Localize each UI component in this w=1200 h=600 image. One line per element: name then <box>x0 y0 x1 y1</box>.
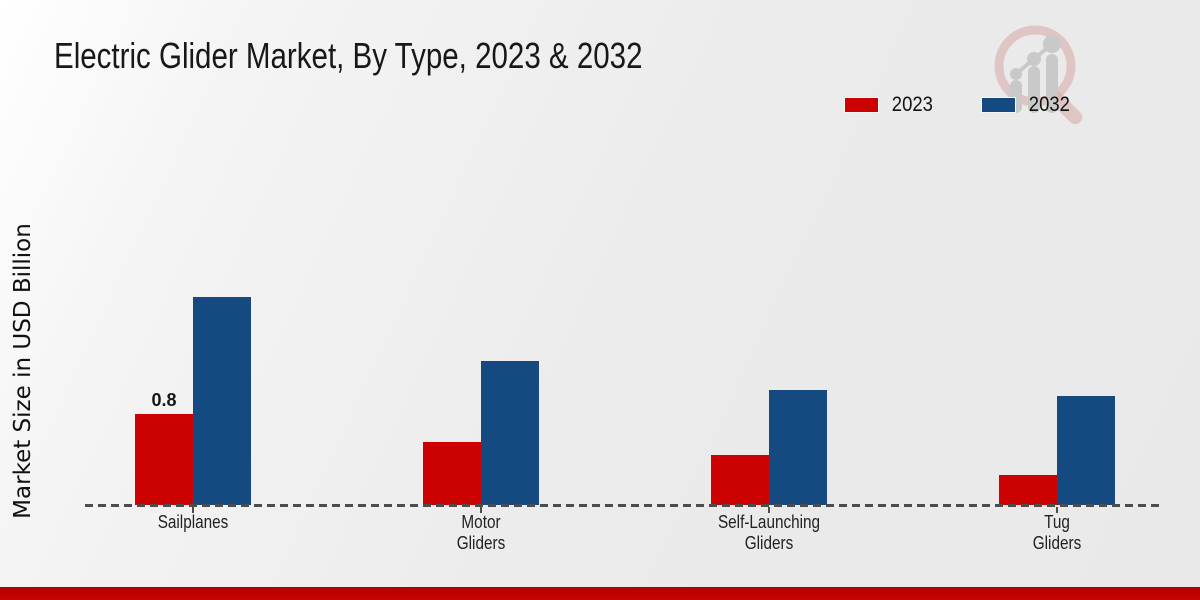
legend-swatch-2023 <box>845 98 878 112</box>
x-axis-line <box>85 504 1163 507</box>
axis-tick-sailplanes <box>192 507 194 513</box>
category-label-tug-gliders: Tug Gliders <box>1032 512 1082 553</box>
bar-2032-tug-gliders <box>1057 396 1115 505</box>
legend-label-2023: 2023 <box>891 93 933 116</box>
legend-item-2032: 2032 <box>981 93 1073 117</box>
axis-tick-self-launching-gliders <box>768 507 770 513</box>
bar-2023-motor-gliders <box>423 442 481 505</box>
footer-accent-bar <box>0 587 1200 600</box>
bar-2032-sailplanes <box>193 297 251 505</box>
magnifier-growth-chart-icon <box>994 25 1083 125</box>
axis-tick-tug-gliders <box>1056 507 1058 513</box>
bar-2023-self-launching-gliders <box>711 455 769 505</box>
bar-2032-motor-gliders <box>481 361 539 505</box>
legend-swatch-2032 <box>981 98 1015 112</box>
axis-tick-motor-gliders <box>480 507 482 513</box>
legend-item-2023: 2023 <box>845 93 936 117</box>
bar-2032-self-launching-gliders <box>769 390 827 505</box>
category-label-sailplanes: Sailplanes <box>157 512 229 532</box>
category-label-motor-gliders: Motor Gliders <box>456 512 506 553</box>
bar-2023-tug-gliders <box>999 475 1057 505</box>
legend: 2023 2032 <box>845 93 1072 117</box>
category-label-self-launching-gliders: Self-Launching Gliders <box>717 512 821 553</box>
brand-logo <box>988 16 1083 129</box>
bar-2023-sailplanes <box>135 414 193 505</box>
legend-label-2032: 2032 <box>1028 93 1070 116</box>
chart-title: Electric Glider Market, By Type, 2023 & … <box>54 35 643 76</box>
bar-value-label-2023-sailplanes: 0.8 <box>151 390 177 410</box>
